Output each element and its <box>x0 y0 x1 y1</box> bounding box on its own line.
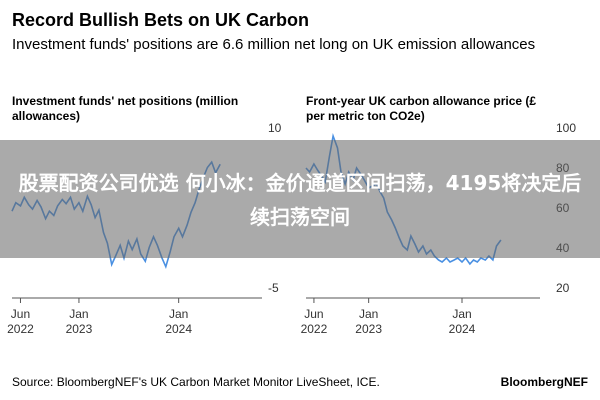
chart-0-x-tick-label: 2024 <box>165 322 192 336</box>
chart-0-y-tick-label: -5 <box>268 281 279 295</box>
overlay-banner: 股票配资公司优选 何小冰：金价通道区间扫荡，4195将决定后续扫荡空间 <box>0 140 600 258</box>
overlay-text: 股票配资公司优选 何小冰：金价通道区间扫荡，4195将决定后续扫荡空间 <box>18 171 582 229</box>
brand-logo: BloombergNEF <box>500 375 588 389</box>
chart-0-x-tick-label: Jan <box>169 307 188 321</box>
chart-0-title-line: allowances) <box>12 109 80 123</box>
chart-title: Record Bullish Bets on UK Carbon <box>12 10 310 30</box>
chart-0-title-line: Investment funds' net positions (million <box>12 94 238 108</box>
chart-1-y-tick-label: 100 <box>556 121 576 135</box>
chart-0-x-tick-label: 2023 <box>66 322 93 336</box>
chart-1-x-tick-label: 2023 <box>355 322 382 336</box>
source-note: Source: BloombergNEF's UK Carbon Market … <box>12 375 380 389</box>
chart-0-x-tick-label: Jun <box>11 307 30 321</box>
chart-1-title-line: per metric ton CO2e) <box>306 109 425 123</box>
chart-1-x-tick-label: 2024 <box>449 322 476 336</box>
chart-1-x-tick-label: Jun <box>304 307 323 321</box>
chart-0-x-tick-label: 2022 <box>7 322 34 336</box>
chart-1-x-tick-label: Jan <box>452 307 471 321</box>
chart-1-x-tick-label: Jan <box>359 307 378 321</box>
chart-subtitle: Investment funds' positions are 6.6 mill… <box>12 36 536 53</box>
chart-0-x-tick-label: Jan <box>69 307 88 321</box>
chart-1-x-tick-label: 2022 <box>301 322 328 336</box>
chart-1-title-line: Front-year UK carbon allowance price (£ <box>306 94 536 108</box>
chart-1-y-tick-label: 20 <box>556 281 570 295</box>
chart-0-y-tick-label: 10 <box>268 121 282 135</box>
